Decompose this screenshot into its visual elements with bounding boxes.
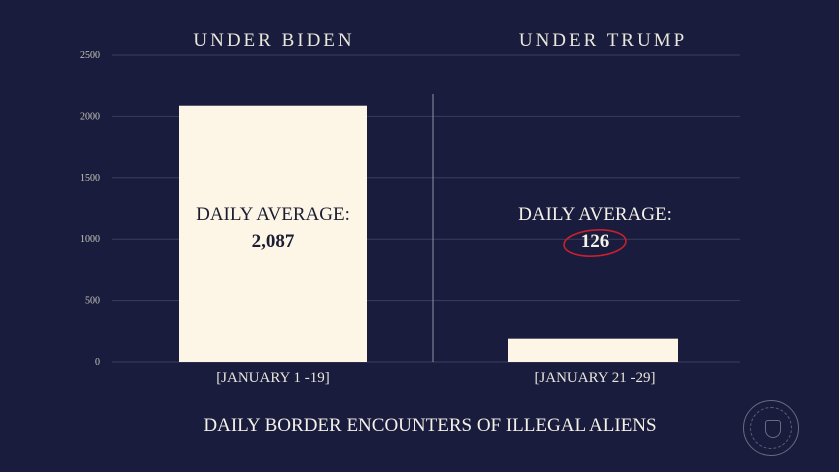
y-tick-label-500: 500 xyxy=(85,296,100,307)
seal-icon xyxy=(743,400,799,456)
panel-title-biden: UNDER BIDEN xyxy=(193,30,355,51)
highlight-circle xyxy=(563,229,627,257)
annotation-label-biden: DAILY AVERAGE: xyxy=(196,204,350,225)
y-tick-label-2000: 2000 xyxy=(80,111,100,122)
bar-0 xyxy=(179,105,367,362)
annotation-label-trump: DAILY AVERAGE: xyxy=(518,204,672,225)
y-tick-label-2500: 2500 xyxy=(80,50,100,61)
y-tick-label-1500: 1500 xyxy=(80,173,100,184)
chart-title: DAILY BORDER ENCOUNTERS OF ILLEGAL ALIEN… xyxy=(203,415,657,436)
y-tick-label-1000: 1000 xyxy=(80,234,100,245)
bar-1 xyxy=(508,338,678,362)
x-category-label-trump: [JANUARY 21 -29] xyxy=(534,370,656,386)
annotation-value-biden: 2,087 xyxy=(251,231,295,252)
panel-title-trump: UNDER TRUMP xyxy=(518,30,688,51)
x-category-label-biden: [JANUARY 1 -19] xyxy=(216,370,330,386)
y-tick-label-0: 0 xyxy=(95,357,100,368)
annotation-value-trump: 126 xyxy=(580,231,610,252)
